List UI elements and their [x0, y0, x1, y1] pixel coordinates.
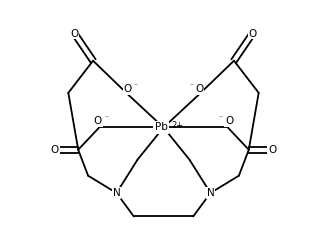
- Text: O: O: [124, 84, 132, 94]
- Text: O: O: [268, 145, 276, 155]
- Text: O: O: [225, 116, 233, 126]
- Text: ⁻: ⁻: [105, 114, 109, 122]
- Text: ⁻: ⁻: [134, 81, 138, 90]
- Text: N: N: [113, 188, 120, 198]
- Text: O: O: [51, 145, 59, 155]
- Text: ⁻: ⁻: [189, 81, 193, 90]
- Text: O: O: [70, 28, 78, 38]
- Text: ⁻: ⁻: [218, 114, 222, 122]
- Text: Pb: Pb: [155, 122, 167, 132]
- Text: N: N: [207, 188, 214, 198]
- Text: O: O: [94, 116, 102, 126]
- Text: O: O: [195, 84, 203, 94]
- Text: 2+: 2+: [172, 121, 184, 130]
- Text: O: O: [249, 28, 257, 38]
